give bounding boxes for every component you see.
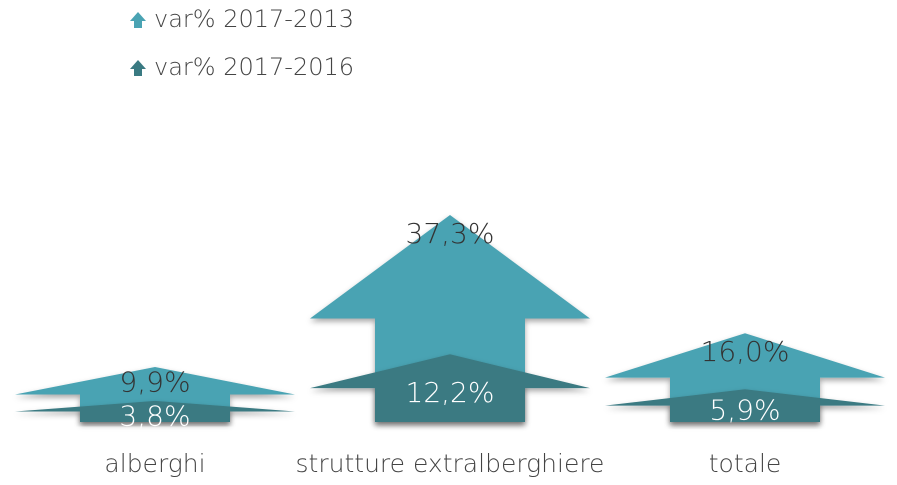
legend-label: var% 2017-2016 <box>154 53 354 81</box>
legend-icon <box>130 12 146 28</box>
arrow-bar <box>605 389 885 422</box>
value-label: 12,2% <box>406 376 495 409</box>
value-label: 9,9% <box>119 365 190 398</box>
legend-label: var% 2017-2013 <box>154 5 354 33</box>
arrow-bar <box>15 400 295 422</box>
arrow-bar <box>310 214 590 422</box>
x-tick-label: alberghi <box>104 449 205 478</box>
arrow-bar <box>310 354 590 422</box>
legend-icon <box>130 60 146 76</box>
x-tick-label: strutture extralberghiere <box>296 449 605 478</box>
value-label: 37,3% <box>406 217 495 250</box>
value-label: 3,8% <box>119 399 190 432</box>
x-tick-label: totale <box>709 449 782 478</box>
value-label: 5,9% <box>709 394 780 427</box>
value-label: 16,0% <box>701 335 790 368</box>
